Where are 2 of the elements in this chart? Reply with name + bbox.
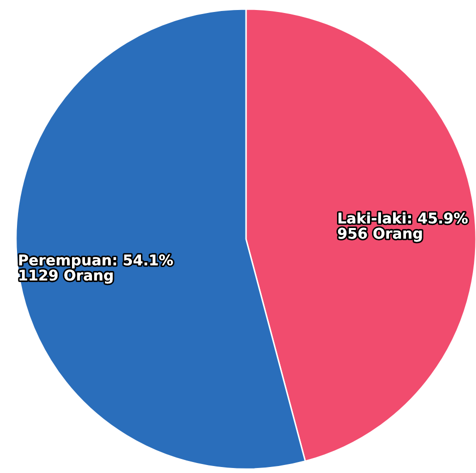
slice-label: Perempuan: 54.1% 1129 Orang [19, 254, 173, 284]
slice-label: Laki-laki: 45.9% 956 Orang [338, 212, 468, 242]
